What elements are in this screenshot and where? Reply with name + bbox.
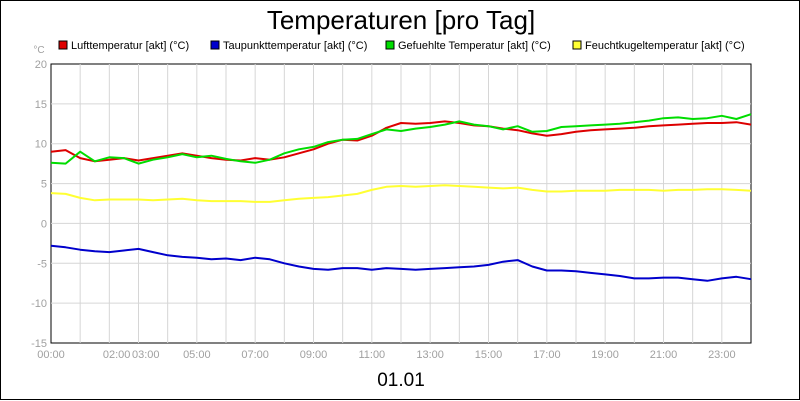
x-axis-ticks: 00:00 02:00 03:00 05:00 07:00 09:00 11:00 13:00… bbox=[37, 349, 735, 361]
legend-swatch bbox=[210, 40, 220, 50]
y-gridlines bbox=[51, 103, 751, 304]
legend-label: Feuchtkugeltemperatur [akt] (°C) bbox=[585, 40, 745, 52]
x-tick-label: 13:00 bbox=[416, 349, 444, 361]
x-tick-label: 23:00 bbox=[708, 349, 736, 361]
series-line bbox=[50, 113, 752, 165]
series-line bbox=[50, 184, 752, 203]
y-tick-label: 0 bbox=[41, 218, 47, 230]
x-tick-label: 05:00 bbox=[183, 349, 211, 361]
y-tick-label: 20 bbox=[35, 59, 47, 71]
x-tick-label: 21:00 bbox=[650, 349, 678, 361]
y-tick-label: -10 bbox=[31, 298, 47, 310]
x-tick-label: 02:00 bbox=[103, 349, 131, 361]
series-lines bbox=[50, 113, 752, 282]
y-tick-label: -15 bbox=[31, 338, 47, 350]
legend-label: Lufttemperatur [akt] (°C) bbox=[71, 40, 189, 52]
y-tick-label: 15 bbox=[35, 99, 47, 111]
legend-swatch bbox=[572, 40, 582, 50]
y-axis-unit: °C bbox=[33, 45, 44, 56]
legend-swatch bbox=[58, 40, 68, 50]
y-tick-label: -5 bbox=[37, 258, 47, 270]
x-tick-label: 15:00 bbox=[475, 349, 503, 361]
x-tick-label: 11:00 bbox=[358, 349, 385, 361]
series-line bbox=[50, 120, 752, 163]
x-tick-label: 09:00 bbox=[300, 349, 328, 361]
x-tick-label: 00:00 bbox=[37, 349, 65, 361]
legend-swatch bbox=[385, 40, 395, 50]
legend: Lufttemperatur [akt] (°C) Taupunkttempera… bbox=[58, 40, 745, 52]
chart-title: Temperaturen [pro Tag] bbox=[267, 5, 535, 35]
date-label: 01.01 bbox=[377, 370, 425, 391]
x-tick-label: 07:00 bbox=[241, 349, 269, 361]
x-tick-label: 03:00 bbox=[132, 349, 160, 361]
x-tick-label: 19:00 bbox=[591, 349, 619, 361]
legend-label: Taupunkttemperatur [akt] (°C) bbox=[223, 40, 367, 52]
x-tick-label: 17:00 bbox=[533, 349, 561, 361]
y-tick-label: 10 bbox=[35, 139, 47, 151]
x-gridlines bbox=[79, 64, 723, 343]
y-axis-ticks: 20 15 10 5 0 -5 -10 -15 bbox=[31, 59, 47, 350]
series-line bbox=[50, 244, 752, 282]
legend-label: Gefuehlte Temperatur [akt] (°C) bbox=[398, 40, 551, 52]
y-tick-label: 5 bbox=[41, 179, 47, 191]
